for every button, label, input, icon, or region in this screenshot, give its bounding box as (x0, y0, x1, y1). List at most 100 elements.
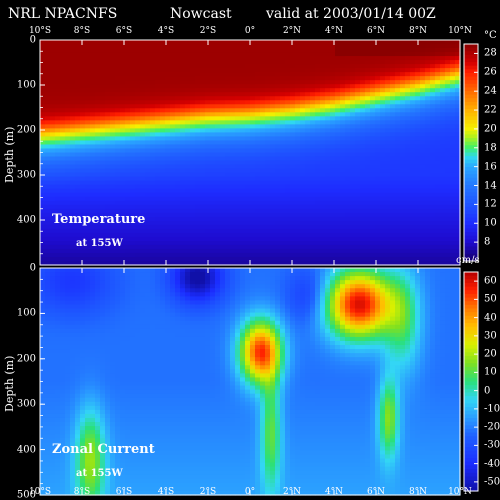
heatmap-cell (200, 136, 206, 142)
heatmap-cell (305, 260, 311, 266)
heatmap-cell (115, 128, 121, 134)
heatmap-cell (360, 152, 366, 158)
heatmap-cell (70, 160, 76, 166)
heatmap-cell (240, 116, 246, 121)
heatmap-cell (105, 168, 111, 174)
heatmap-cell (225, 144, 231, 150)
heatmap-cell (425, 196, 431, 202)
heatmap-cell (115, 80, 121, 85)
heatmap-cell (445, 244, 451, 250)
heatmap-cell (100, 112, 106, 117)
heatmap-cell (380, 256, 386, 262)
heatmap-cell (445, 52, 451, 57)
heatmap-cell (280, 156, 286, 162)
heatmap-cell (40, 120, 46, 125)
heatmap-cell (225, 192, 231, 198)
heatmap-cell (400, 152, 406, 158)
heatmap-cell (325, 220, 331, 226)
heatmap-cell (60, 248, 66, 254)
heatmap-cell (260, 192, 266, 198)
heatmap-cell (180, 64, 186, 69)
heatmap-cell (370, 196, 376, 202)
heatmap-cell (320, 260, 326, 266)
heatmap-cell (130, 140, 136, 146)
heatmap-cell (335, 60, 341, 65)
heatmap-cell (190, 172, 196, 178)
heatmap-cell (395, 240, 401, 246)
heatmap-cell (195, 168, 201, 174)
heatmap-cell (120, 48, 126, 53)
heatmap-cell (50, 72, 56, 77)
heatmap-cell (285, 228, 291, 234)
heatmap-cell (435, 248, 441, 254)
heatmap-cell (210, 136, 216, 142)
heatmap-cell (65, 260, 71, 266)
heatmap-cell (95, 192, 101, 198)
heatmap-cell (435, 104, 441, 109)
heatmap-cell (315, 188, 321, 194)
heatmap-cell (160, 108, 166, 113)
heatmap-cell (65, 60, 71, 65)
heatmap-cell (180, 164, 186, 170)
heatmap-cell (380, 68, 386, 73)
colorbar-band (464, 156, 478, 161)
heatmap-cell (370, 64, 376, 69)
heatmap-cell (455, 244, 461, 250)
heatmap-cell (210, 164, 216, 170)
heatmap-cell (295, 124, 301, 129)
heatmap-cell (50, 184, 56, 190)
heatmap-cell (380, 232, 386, 238)
heatmap-cell (145, 128, 151, 134)
heatmap-cell (235, 256, 241, 262)
heatmap-cell (40, 252, 46, 258)
heatmap-cell (440, 156, 446, 162)
heatmap-cell (150, 52, 156, 57)
heatmap-cell (125, 152, 131, 158)
heatmap-cell (340, 44, 346, 49)
heatmap-cell (105, 80, 111, 85)
heatmap-cell (380, 92, 386, 97)
heatmap-cell (220, 84, 226, 89)
heatmap-cell (415, 68, 421, 73)
heatmap-cell (295, 232, 301, 238)
heatmap-cell (430, 48, 436, 53)
heatmap-cell (80, 188, 86, 194)
heatmap-cell (270, 208, 276, 214)
heatmap-cell (315, 244, 321, 250)
heatmap-cell (85, 260, 91, 266)
heatmap-cell (75, 104, 81, 109)
heatmap-cell (450, 236, 456, 242)
heatmap-cell (60, 236, 66, 242)
heatmap-cell (455, 48, 461, 53)
heatmap-cell (390, 84, 396, 89)
heatmap-cell (175, 52, 181, 57)
heatmap-cell (150, 144, 156, 150)
heatmap-cell (140, 64, 146, 69)
heatmap-cell (415, 76, 421, 81)
heatmap-cell (360, 44, 366, 49)
heatmap-cell (80, 140, 86, 146)
heatmap-cell (340, 240, 346, 246)
heatmap-cell (150, 172, 156, 178)
heatmap-cell (245, 252, 251, 258)
heatmap-cell (95, 188, 101, 194)
heatmap-cell (400, 160, 406, 166)
heatmap-cell (215, 48, 221, 53)
heatmap-cell (365, 84, 371, 89)
heatmap-cell (95, 224, 101, 230)
heatmap-cell (425, 116, 431, 121)
heatmap-cell (435, 148, 441, 154)
heatmap-cell (50, 478, 56, 484)
heatmap-cell (395, 200, 401, 206)
heatmap-cell (110, 120, 116, 125)
heatmap-cell (440, 180, 446, 186)
heatmap-cell (45, 244, 51, 250)
heatmap-cell (270, 180, 276, 186)
heatmap-cell (290, 228, 296, 234)
heatmap-cell (350, 52, 356, 57)
heatmap-cell (325, 244, 331, 250)
heatmap-cell (365, 72, 371, 77)
heatmap-cell (95, 120, 101, 125)
heatmap-cell (190, 120, 196, 125)
heatmap-cell (40, 244, 46, 250)
